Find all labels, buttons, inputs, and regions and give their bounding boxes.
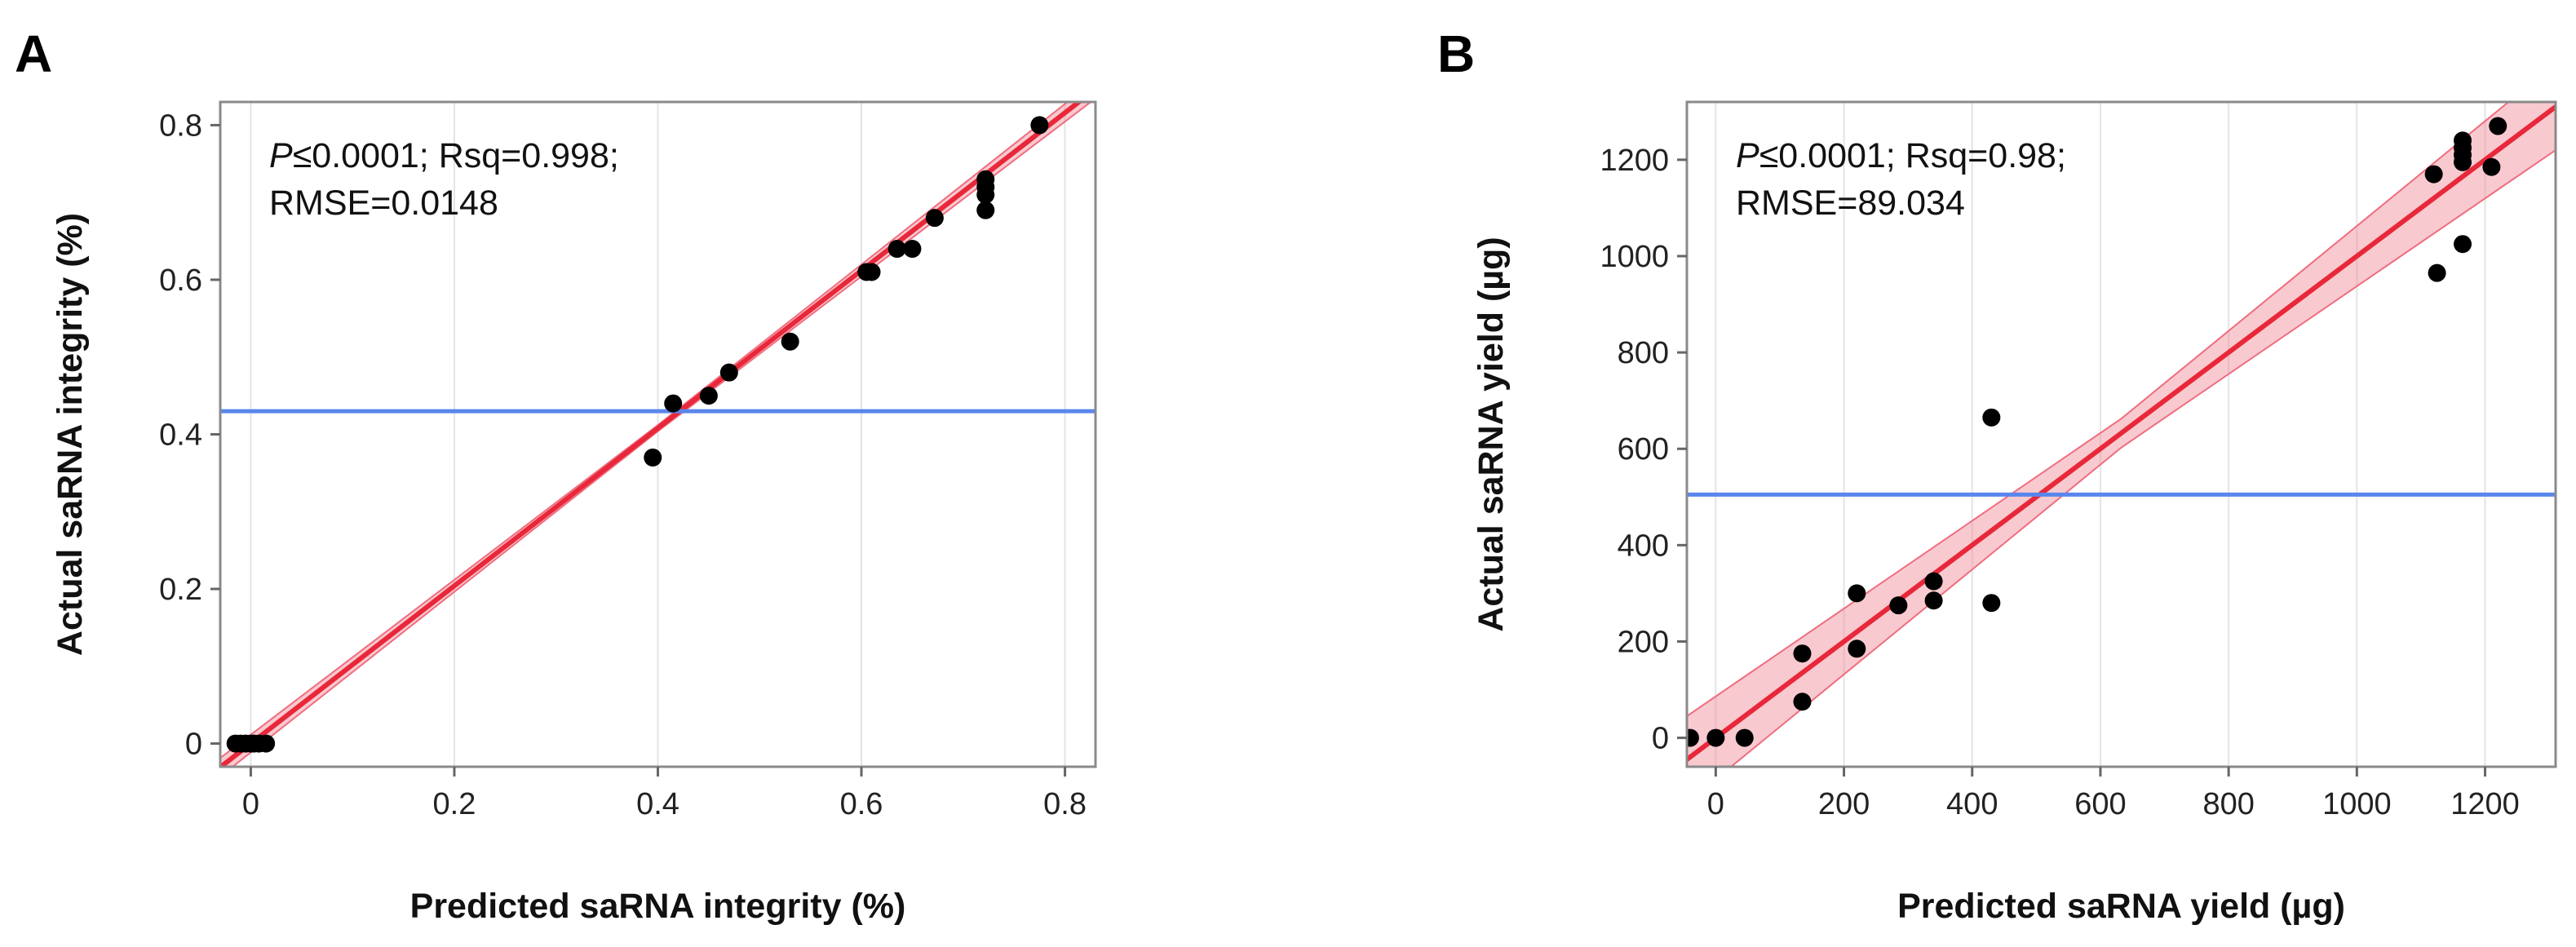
data-point: [1889, 596, 1908, 615]
data-point: [2489, 117, 2507, 135]
plot-area: [220, 102, 1095, 767]
data-point: [2428, 263, 2446, 282]
data-point: [2454, 235, 2472, 254]
data-point: [1735, 728, 1754, 747]
stats-text: ≤0.0001; Rsq=0.998;: [293, 136, 619, 175]
data-point: [887, 240, 906, 259]
fit-line: [220, 102, 1083, 767]
y-tick-label: 0: [185, 728, 202, 762]
data-point: [2454, 131, 2472, 150]
data-point: [644, 448, 662, 467]
x-tick-label: 1000: [2322, 787, 2392, 821]
y-axis-title: Actual saRNA integrity (%): [51, 213, 90, 656]
panel-letter: A: [15, 24, 52, 83]
y-tick-label: 0.6: [159, 263, 202, 298]
panel-b: B 0 200 400 600 800 1000 1200 0 200 400 600 800 1000 1…: [1437, 24, 2557, 926]
y-tick-label: 0.2: [159, 573, 202, 607]
p-symbol: P: [269, 136, 293, 175]
stats-annotation-line2: RMSE=89.034: [1736, 184, 1965, 223]
x-tick-label: 800: [2202, 787, 2254, 821]
data-point: [1030, 116, 1049, 135]
y-tick-label: 600: [1618, 432, 1669, 467]
data-point: [1687, 728, 1699, 747]
fit-line: [1687, 104, 2556, 762]
data-point: [925, 209, 944, 228]
stats-annotation-line1: P≤0.0001; Rsq=0.998;: [269, 136, 619, 175]
y-tick-label: 800: [1618, 336, 1669, 370]
x-tick-label: 0: [1707, 787, 1724, 821]
x-tick-label: 400: [1946, 787, 1998, 821]
data-point: [257, 734, 276, 753]
data-point: [2424, 165, 2443, 184]
data-point: [976, 170, 995, 188]
data-point: [1982, 594, 2001, 613]
x-tick-label: 600: [2074, 787, 2126, 821]
stats-text: ≤0.0001; Rsq=0.98;: [1759, 136, 2066, 175]
y-tick-label: 0.8: [159, 108, 202, 143]
panel-a: A 0 0.2 0.4 0.6 0.8 0 0.2 0.4 0.6 0.8 Predicted saR…: [15, 24, 1097, 926]
y-axis-title: Actual saRNA yield (µg): [1472, 237, 1511, 631]
data-point: [1793, 693, 1812, 711]
y-tick-label: 0.4: [159, 418, 202, 453]
x-tick-label: 200: [1818, 787, 1870, 821]
data-point: [1706, 728, 1725, 747]
plot-frame: [1685, 100, 2557, 768]
x-tick-label: 0.8: [1043, 787, 1087, 821]
y-tick-label: 400: [1618, 529, 1669, 563]
data-point: [976, 201, 995, 219]
stats-annotation-line2: RMSE=0.0148: [269, 184, 498, 223]
x-tick-label: 1200: [2450, 787, 2520, 821]
data-point: [664, 394, 683, 413]
data-point: [781, 332, 799, 351]
y-tick-label: 200: [1618, 625, 1669, 659]
plot-area: [1687, 102, 2556, 767]
data-point: [1982, 408, 2001, 427]
y-tick-label: 1000: [1600, 240, 1669, 274]
x-tick-label: 0: [242, 787, 259, 821]
x-tick-label: 0.2: [433, 787, 476, 821]
data-point: [1793, 644, 1812, 663]
data-point: [2482, 157, 2501, 176]
data-point: [699, 387, 718, 405]
data-point: [1924, 591, 1943, 610]
y-tick-label: 1200: [1600, 144, 1669, 178]
data-point: [903, 240, 922, 259]
data-point: [1848, 584, 1866, 603]
stats-annotation-line1: P≤0.0001; Rsq=0.98;: [1736, 136, 2066, 175]
x-tick-label: 0.6: [840, 787, 883, 821]
x-tick-label: 0.4: [636, 787, 679, 821]
data-point: [719, 363, 738, 382]
panel-letter: B: [1437, 24, 1475, 83]
data-point: [1924, 572, 1943, 591]
data-point: [862, 263, 881, 281]
x-axis-title: Predicted saRNA integrity (%): [410, 887, 906, 926]
p-symbol: P: [1736, 136, 1759, 175]
x-axis-title: Predicted saRNA yield (µg): [1897, 887, 2345, 926]
y-tick-label: 0: [1652, 722, 1669, 756]
data-point: [1848, 639, 1866, 658]
